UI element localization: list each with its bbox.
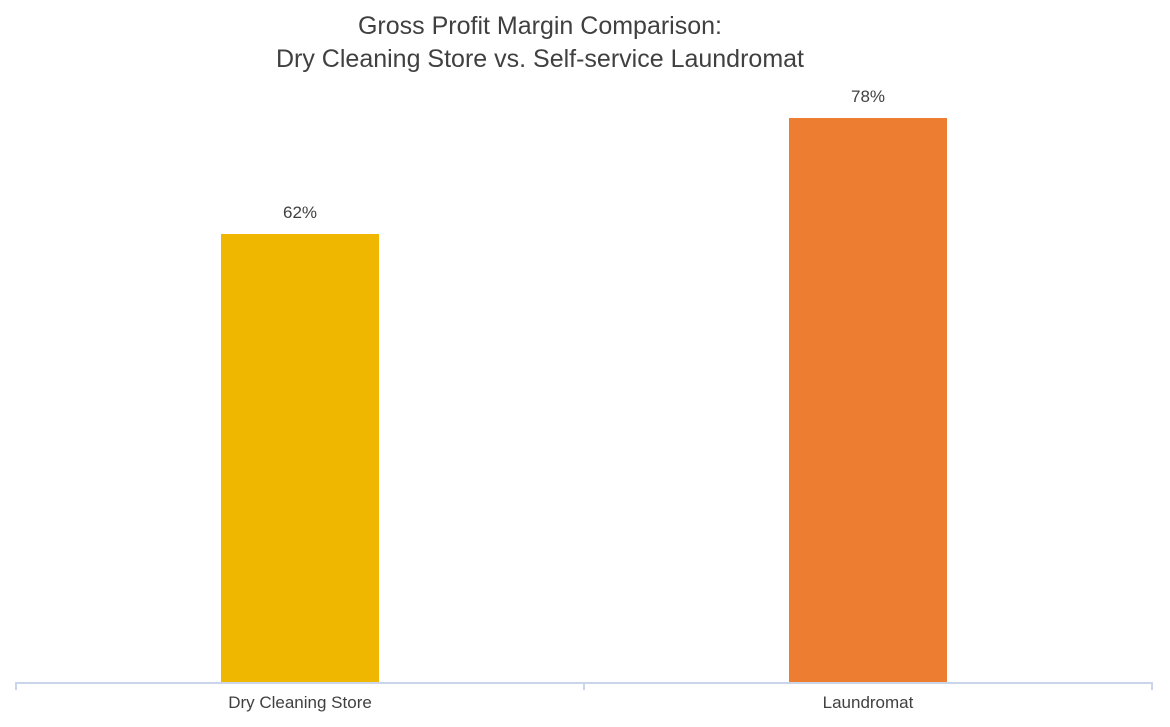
data-label: 62% xyxy=(282,203,318,222)
data-label: 78% xyxy=(850,87,886,106)
chart-title-line1: Gross Profit Margin Comparison: xyxy=(357,12,722,40)
category-label: Dry Cleaning Store xyxy=(228,693,372,712)
x-axis-tick xyxy=(583,682,585,690)
chart-title-line2: Dry Cleaning Store vs. Self-service Laun… xyxy=(275,45,804,73)
bar-laundromat xyxy=(789,118,947,682)
bar-dry-cleaning-store xyxy=(221,234,379,682)
chart-title: Gross Profit Margin Comparison: Dry Clea… xyxy=(0,10,1080,76)
category-label: Laundromat xyxy=(822,693,914,712)
x-axis-tick xyxy=(15,682,17,690)
x-axis-tick xyxy=(1151,682,1153,690)
